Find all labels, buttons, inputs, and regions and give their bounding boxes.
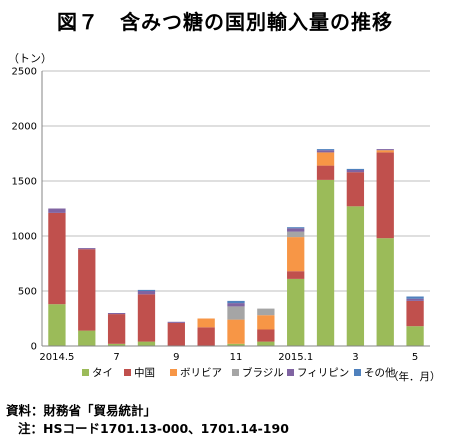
bar-segment-4-1 bbox=[167, 322, 185, 346]
bar-segment-3-5 bbox=[137, 289, 156, 291]
x-tick-label: 2015.1 bbox=[278, 352, 313, 363]
y-tick-label: 2000 bbox=[12, 122, 37, 133]
bar-segment-8-0 bbox=[287, 278, 305, 346]
bar-segment-11-2 bbox=[376, 150, 394, 153]
x-tick-label: 9 bbox=[173, 352, 179, 363]
bar-segment-1-0 bbox=[78, 330, 96, 346]
bar-segment-10-4 bbox=[346, 170, 365, 173]
y-axis-unit-label: （トン） bbox=[8, 52, 52, 65]
y-tick-label: 1000 bbox=[12, 232, 37, 243]
bar-segment-12-0 bbox=[406, 326, 424, 346]
x-tick-label: 2014.5 bbox=[39, 352, 74, 363]
bar-segment-10-5 bbox=[346, 168, 365, 170]
bar-segment-7-2 bbox=[257, 315, 275, 330]
bar-segment-5-2 bbox=[197, 318, 215, 328]
bar-segment-2-0 bbox=[107, 343, 126, 346]
y-tick-label: 1500 bbox=[12, 177, 37, 188]
bar-segment-7-3 bbox=[257, 308, 275, 316]
bar-segment-8-5 bbox=[287, 227, 305, 229]
bar-segment-10-0 bbox=[346, 206, 365, 346]
x-axis-ticks: 2014.5 7 9 11 2015.1 3 5 bbox=[39, 352, 418, 363]
bar-segment-3-0 bbox=[137, 341, 156, 346]
legend-label-4: フィリピン bbox=[297, 367, 349, 379]
bar-segment-4-4 bbox=[167, 321, 185, 323]
bar-segment-9-0 bbox=[316, 179, 335, 346]
bar-segment-6-5 bbox=[227, 300, 245, 304]
legend-label-1: 中国 bbox=[134, 366, 155, 379]
source-note: 資料：財務省「貿易統計」 bbox=[6, 403, 157, 418]
x-tick-label: 11 bbox=[230, 352, 243, 363]
bar-segment-9-1 bbox=[316, 165, 335, 180]
bar-segment-11-4 bbox=[376, 149, 394, 151]
legend-swatch-5 bbox=[354, 369, 361, 376]
bar-segment-12-4 bbox=[406, 298, 424, 301]
bar-segment-6-2 bbox=[227, 319, 245, 344]
y-tick-label: 0 bbox=[31, 342, 37, 353]
bar-segment-3-1 bbox=[137, 294, 156, 342]
bar-segment-0-4 bbox=[48, 208, 66, 213]
bar-segment-10-1 bbox=[346, 172, 365, 207]
legend-label-0: タイ bbox=[92, 367, 113, 379]
bar-segment-9-5 bbox=[316, 149, 335, 151]
bar-segment-1-1 bbox=[78, 249, 96, 331]
bar-segment-8-1 bbox=[287, 271, 305, 279]
bar-segment-12-5 bbox=[406, 296, 424, 299]
legend-swatch-4 bbox=[287, 369, 294, 376]
legend: タイ 中国 ボリビア ブラジル フィリピン その他 bbox=[82, 366, 396, 379]
bar-segment-7-0 bbox=[257, 341, 275, 346]
x-tick-label: 5 bbox=[412, 352, 418, 363]
legend-swatch-1 bbox=[124, 369, 131, 376]
bar-segment-8-2 bbox=[287, 237, 305, 272]
bar-segment-5-1 bbox=[197, 327, 215, 346]
legend-label-3: ブラジル bbox=[242, 366, 284, 379]
legend-swatch-3 bbox=[232, 369, 239, 376]
bar-segment-11-1 bbox=[376, 152, 394, 239]
x-tick-label: 3 bbox=[352, 352, 358, 363]
bar-segment-9-2 bbox=[316, 152, 335, 166]
bar-segment-3-4 bbox=[137, 291, 156, 295]
chart-title: 図７ 含みつ糖の国別輸入量の推移 bbox=[57, 10, 393, 34]
legend-swatch-2 bbox=[170, 369, 177, 376]
x-tick-label: 7 bbox=[113, 352, 119, 363]
bar-segment-11-0 bbox=[376, 238, 394, 346]
bar-segment-7-1 bbox=[257, 329, 275, 342]
bar-segment-8-3 bbox=[287, 231, 305, 238]
bar-segment-0-1 bbox=[48, 212, 66, 305]
bar-segment-0-0 bbox=[48, 304, 66, 346]
bar-segment-6-4 bbox=[227, 303, 245, 307]
bar-segment-12-1 bbox=[406, 300, 424, 327]
y-axis-ticks: 0 500 1000 1500 2000 2500 bbox=[12, 67, 37, 353]
legend-label-2: ボリビア bbox=[180, 367, 222, 379]
y-tick-label: 2500 bbox=[12, 67, 37, 78]
bar-segment-8-4 bbox=[287, 228, 305, 232]
bar-segment-1-4 bbox=[78, 248, 96, 250]
bar-segment-9-4 bbox=[316, 150, 335, 153]
bar-segment-2-4 bbox=[107, 313, 126, 315]
bar-segment-6-0 bbox=[227, 343, 245, 346]
bars bbox=[48, 149, 424, 346]
x-axis-unit-label: （年．月） bbox=[388, 370, 441, 383]
legend-label-5: その他 bbox=[364, 366, 396, 379]
legend-swatch-0 bbox=[82, 369, 89, 376]
bar-segment-2-1 bbox=[107, 314, 126, 344]
gridlines bbox=[42, 70, 430, 292]
hs-code-note: 注：HSコード1701.13-000、1701.14-190 bbox=[18, 421, 289, 436]
axes bbox=[41, 71, 430, 347]
y-tick-label: 500 bbox=[18, 287, 37, 298]
bar-segment-6-3 bbox=[227, 306, 245, 320]
